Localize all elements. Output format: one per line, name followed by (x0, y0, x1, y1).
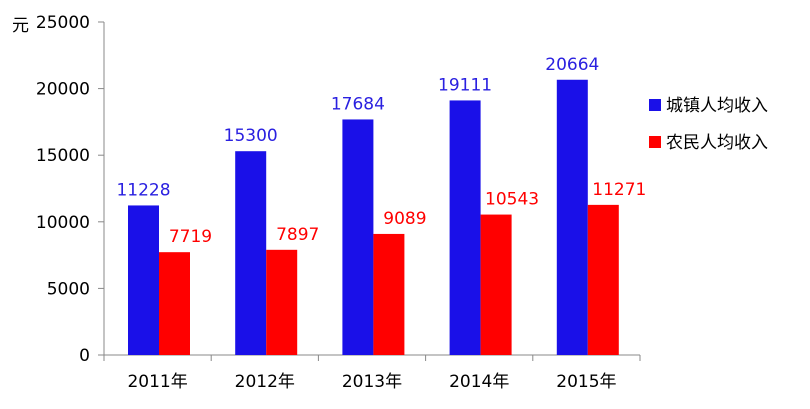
bar-rural (266, 249, 298, 355)
y-axis-unit-label: 元 (12, 16, 29, 36)
bar-urban (128, 205, 159, 355)
data-label: 11271 (592, 180, 646, 200)
y-tick-label: 15000 (36, 146, 90, 166)
x-tick-label: 2011年 (127, 372, 187, 392)
data-label: 15300 (224, 126, 278, 146)
x-tick-label: 2014年 (449, 372, 509, 392)
legend-swatch (649, 99, 661, 111)
y-axis: 0 5000 10000 15000 20000 25000 (36, 13, 105, 366)
data-labels-group: 11228 15300 17684 19111 20664 7719 7897 9089 105… (116, 55, 646, 247)
legend-label: 城镇人均收入 (666, 96, 768, 116)
legend-swatch (649, 136, 661, 148)
bar-urban (342, 119, 374, 355)
data-label: 20664 (545, 55, 599, 75)
legend-label: 农民人均收入 (666, 133, 768, 153)
y-tick-label: 10000 (36, 213, 90, 233)
bar-rural (480, 214, 512, 355)
x-tick-label: 2012年 (235, 372, 295, 392)
x-tick-label: 2015年 (556, 372, 616, 392)
data-label: 9089 (383, 209, 426, 229)
data-label: 19111 (438, 75, 492, 95)
bar-rural (587, 204, 619, 355)
data-label: 10543 (485, 190, 539, 210)
y-tick-label: 25000 (36, 13, 90, 33)
bars-group (128, 79, 619, 355)
y-tick-label: 5000 (47, 279, 90, 299)
x-axis: 2011年 2012年 2013年 2014年 2015年 (103, 354, 641, 392)
bar-urban (449, 100, 481, 355)
bar-rural (159, 252, 190, 355)
data-label: 17684 (331, 94, 385, 114)
bar-urban (556, 79, 588, 355)
bar-urban (235, 151, 267, 355)
bar-rural (373, 233, 405, 355)
data-label: 11228 (116, 180, 170, 200)
data-label: 7719 (169, 227, 212, 247)
y-tick-label: 0 (79, 346, 90, 366)
y-tick-label: 20000 (36, 80, 90, 100)
x-tick-label: 2013年 (342, 372, 402, 392)
data-label: 7897 (276, 225, 319, 245)
